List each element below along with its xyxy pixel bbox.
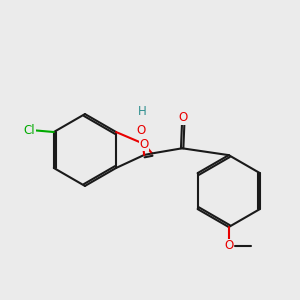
Text: O: O xyxy=(178,111,188,124)
Text: O: O xyxy=(224,239,233,252)
Text: O: O xyxy=(140,137,149,151)
Text: H: H xyxy=(138,105,147,118)
Text: Cl: Cl xyxy=(23,124,35,137)
Text: O: O xyxy=(137,124,146,137)
